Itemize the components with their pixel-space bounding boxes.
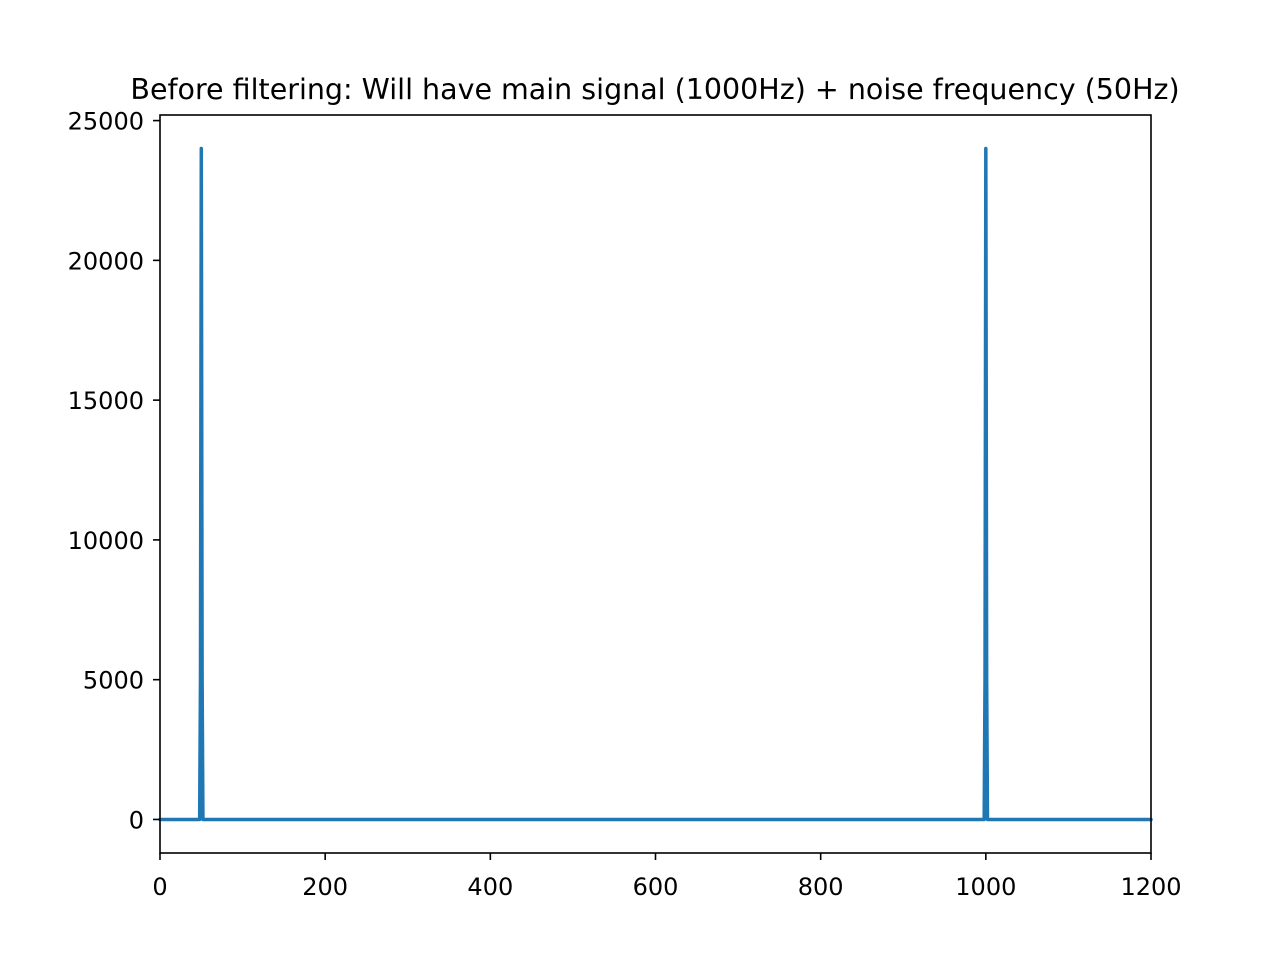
chart-title: Before filtering: Will have main signal … xyxy=(130,73,1179,106)
x-tick-label: 800 xyxy=(798,873,844,901)
y-tick-label: 10000 xyxy=(68,527,144,555)
y-tick-label: 20000 xyxy=(68,247,144,275)
series-line-0 xyxy=(158,146,1153,822)
x-tick-label: 1200 xyxy=(1120,873,1181,901)
y-tick-label: 0 xyxy=(129,806,144,834)
x-tick-label: 400 xyxy=(467,873,513,901)
x-tick-label: 1000 xyxy=(955,873,1016,901)
x-axis: 0 200 400 600 800 1000 1200 xyxy=(152,853,1182,901)
y-tick-label: 5000 xyxy=(83,667,144,695)
axes-frame xyxy=(159,114,1152,854)
y-axis: 0 5000 10000 15000 20000 25000 xyxy=(68,108,160,834)
x-tick-label: 0 xyxy=(152,873,167,901)
series-layer xyxy=(158,146,1153,822)
y-tick-label: 25000 xyxy=(68,108,144,136)
x-tick-label: 200 xyxy=(302,873,348,901)
x-tick-label: 600 xyxy=(633,873,679,901)
y-tick-label: 15000 xyxy=(68,387,144,415)
